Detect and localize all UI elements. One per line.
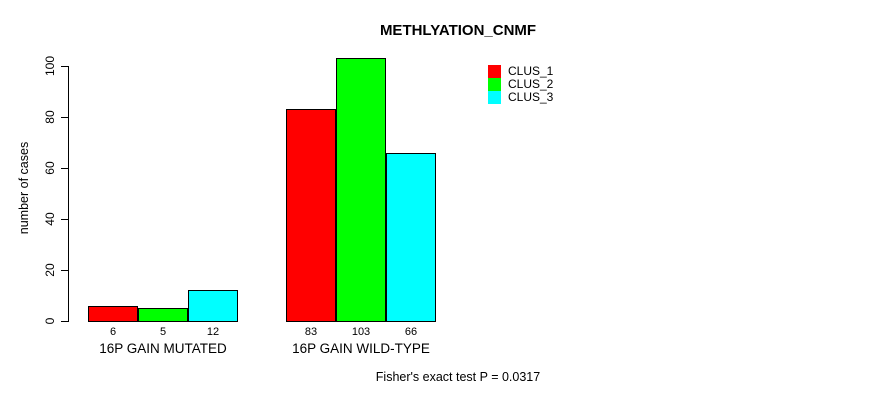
bar-clus_3-2: [386, 153, 436, 322]
bar-value-label: 12: [206, 326, 220, 338]
category-label: 16P GAIN MUTATED: [99, 341, 227, 356]
legend-row-clus_1: CLUS_1: [488, 65, 553, 78]
y-tick-mark: [61, 117, 68, 118]
y-tick-label: 60: [43, 161, 57, 175]
y-tick-label: 0: [43, 317, 57, 325]
bar-clus_2-1: [138, 308, 188, 322]
bar-value-label: 83: [304, 326, 318, 338]
legend-swatch-icon: [488, 65, 501, 78]
bar-clus_3-1: [188, 290, 238, 322]
legend-swatch-icon: [488, 78, 501, 91]
y-tick-label: 20: [43, 263, 57, 277]
bar-value-label: 103: [351, 326, 371, 338]
y-axis-line: [68, 66, 69, 322]
y-tick-mark: [61, 219, 68, 220]
bar-value-label: 66: [404, 326, 418, 338]
legend-label: CLUS_3: [508, 90, 554, 104]
y-tick-label: 80: [43, 110, 57, 124]
y-axis-label: number of cases: [17, 141, 31, 235]
chart-title: METHLYATION_CNMF: [379, 22, 537, 39]
bar-clus_1-1: [88, 306, 138, 322]
y-tick-mark: [61, 66, 68, 67]
legend-label: CLUS_2: [508, 77, 554, 91]
legend-row-clus_3: CLUS_3: [488, 91, 553, 104]
bar-clus_2-2: [336, 58, 386, 322]
bar-clus_1-2: [286, 109, 336, 322]
y-tick-mark: [61, 321, 68, 322]
y-tick-label: 100: [43, 55, 57, 77]
legend-swatch-icon: [488, 91, 501, 104]
bar-value-label: 5: [159, 326, 167, 338]
fisher-test-note: Fisher's exact test P = 0.0317: [375, 370, 541, 384]
y-tick-label: 40: [43, 212, 57, 226]
legend: CLUS_1 CLUS_2 CLUS_3: [488, 65, 553, 104]
y-tick-mark: [61, 168, 68, 169]
y-tick-mark: [61, 270, 68, 271]
legend-row-clus_2: CLUS_2: [488, 78, 553, 91]
category-label: 16P GAIN WILD-TYPE: [292, 341, 430, 356]
bar-value-label: 6: [109, 326, 117, 338]
legend-label: CLUS_1: [508, 64, 554, 78]
